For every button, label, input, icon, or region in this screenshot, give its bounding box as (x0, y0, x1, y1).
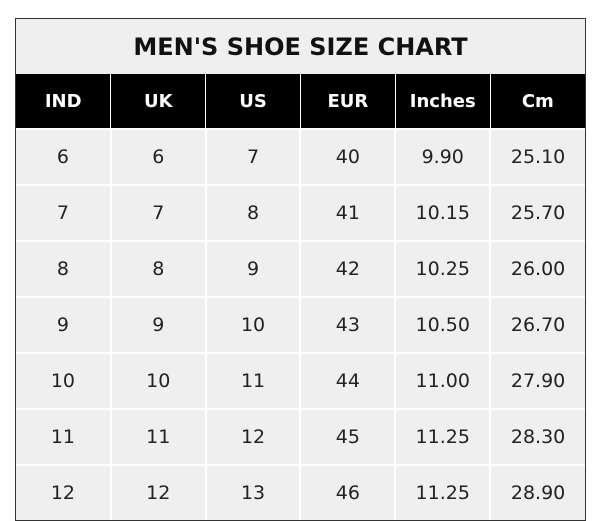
table-cell: 44 (299, 352, 397, 410)
size-chart: MEN'S SHOE SIZE CHART IND UK US EUR Inches Cm… (15, 18, 586, 521)
table-cell: 12 (109, 464, 207, 520)
table-cell: 45 (299, 408, 397, 466)
table-cell: 7 (16, 184, 112, 242)
table-cell: 6 (109, 128, 207, 186)
table-cell: 11.25 (394, 408, 492, 466)
table-cell: 9.90 (394, 128, 492, 186)
table-cell: 8 (16, 240, 112, 298)
table-cell: 25.70 (489, 184, 585, 242)
table-cell: 28.90 (489, 464, 585, 520)
chart-title: MEN'S SHOE SIZE CHART (16, 19, 585, 74)
table-cell: 42 (299, 240, 397, 298)
table-cell: 10 (16, 352, 112, 410)
header-row: IND UK US EUR Inches Cm (16, 74, 585, 129)
table-cell: 28.30 (489, 408, 585, 466)
table-cell: 6 (16, 128, 112, 186)
table-cell: 10.50 (394, 296, 492, 354)
table-cell: 8 (204, 184, 302, 242)
table-row: 12 12 13 46 11.25 28.90 (16, 464, 585, 520)
table-cell: 9 (109, 296, 207, 354)
table-cell: 12 (16, 464, 112, 520)
table-cell: 12 (204, 408, 302, 466)
table-cell: 8 (109, 240, 207, 298)
table-cell: 10 (109, 352, 207, 410)
table-row: 8 8 9 42 10.25 26.00 (16, 240, 585, 298)
column-header: UK (110, 74, 207, 129)
column-header: US (205, 74, 301, 129)
table-cell: 10.25 (394, 240, 492, 298)
table-cell: 26.00 (489, 240, 585, 298)
table-row: 6 6 7 40 9.90 25.10 (16, 128, 585, 186)
table-cell: 9 (204, 240, 302, 298)
table-cell: 11 (204, 352, 302, 410)
table-cell: 11 (16, 408, 112, 466)
table-row: 10 10 11 44 11.00 27.90 (16, 352, 585, 410)
table-cell: 43 (299, 296, 397, 354)
table-cell: 9 (16, 296, 112, 354)
table-cell: 46 (299, 464, 397, 520)
table-cell: 11.25 (394, 464, 492, 520)
table-cell: 11 (109, 408, 207, 466)
column-header: Cm (489, 74, 585, 129)
table-cell: 7 (204, 128, 302, 186)
column-header: IND (16, 74, 112, 129)
table-cell: 25.10 (489, 128, 585, 186)
table-cell: 10.15 (394, 184, 492, 242)
column-header: Inches (394, 74, 491, 129)
table-cell: 7 (109, 184, 207, 242)
table-cell: 26.70 (489, 296, 585, 354)
column-header: EUR (299, 74, 396, 129)
table-cell: 41 (299, 184, 397, 242)
table-cell: 40 (299, 128, 397, 186)
table-row: 9 9 10 43 10.50 26.70 (16, 296, 585, 354)
table-cell: 27.90 (489, 352, 585, 410)
table-row: 7 7 8 41 10.15 25.70 (16, 184, 585, 242)
table-cell: 10 (204, 296, 302, 354)
table-cell: 13 (204, 464, 302, 520)
size-table: MEN'S SHOE SIZE CHART IND UK US EUR Inches Cm… (16, 19, 585, 520)
table-row: 11 11 12 45 11.25 28.30 (16, 408, 585, 466)
table-cell: 11.00 (394, 352, 492, 410)
